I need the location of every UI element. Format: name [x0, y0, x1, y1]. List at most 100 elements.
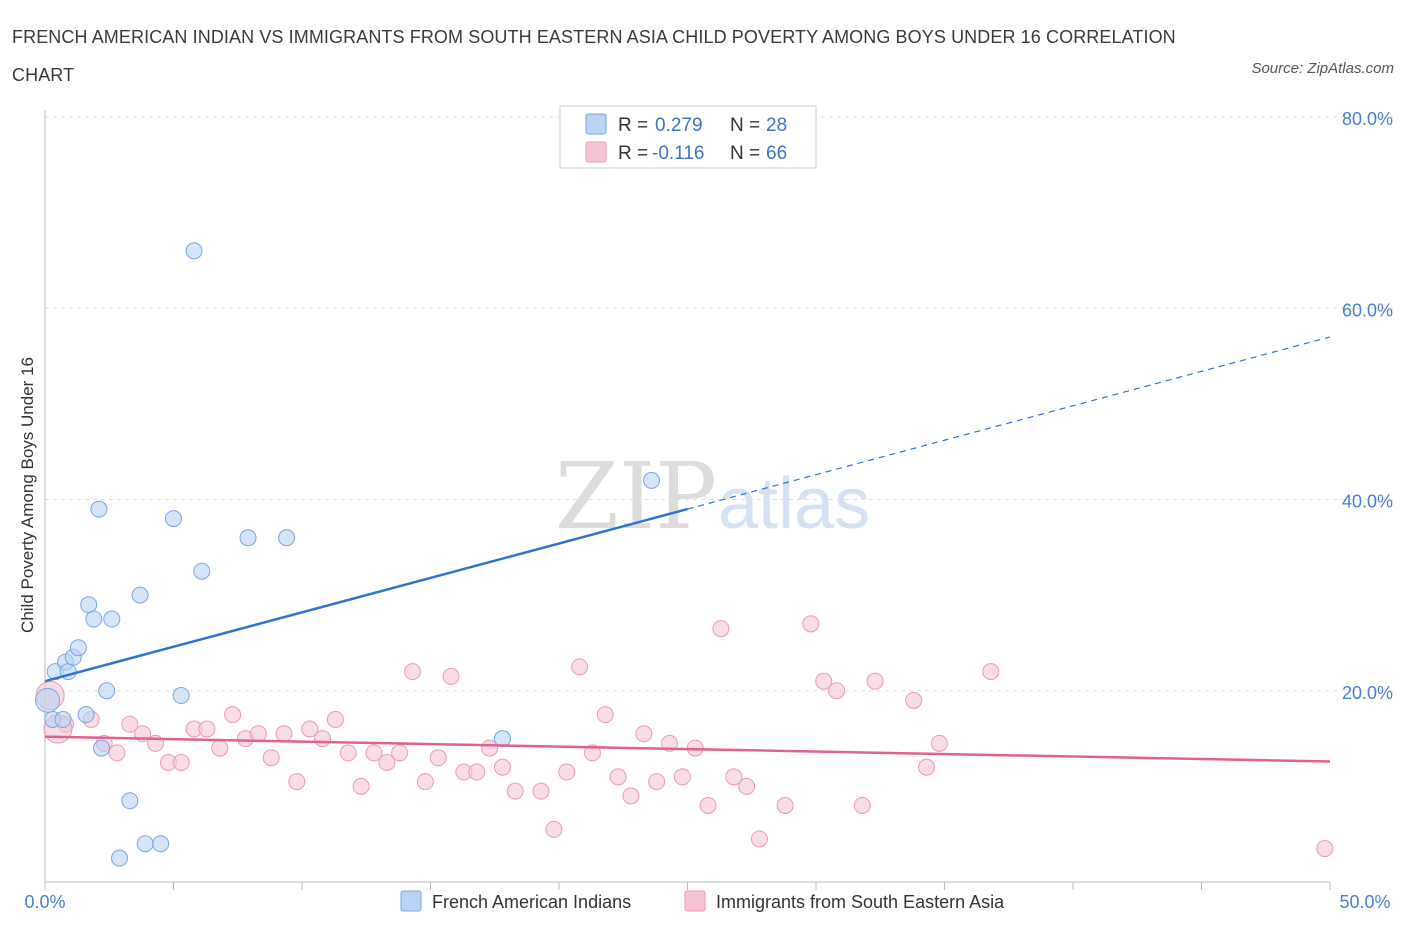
bottom-legend-swatch-pink — [684, 890, 706, 912]
pink-point-62 — [930, 734, 948, 752]
blue-point-24 — [278, 529, 296, 547]
pink-point-27 — [404, 663, 422, 681]
blue-point-11 — [90, 500, 108, 518]
pink-point-38 — [558, 763, 576, 781]
pink-point-13 — [224, 706, 242, 724]
x-tick-label-min: 0.0% — [24, 892, 65, 912]
pink-point-24 — [365, 744, 383, 762]
pink-point-22 — [339, 744, 357, 762]
bottom-legend-swatch-blue — [400, 890, 422, 912]
blue-point-17 — [131, 586, 149, 604]
pink-point-51 — [725, 768, 743, 786]
blue-point-16 — [121, 792, 139, 810]
trend-lines — [44, 336, 1331, 763]
pink-point-15 — [249, 725, 267, 743]
pink-point-63 — [982, 663, 1000, 681]
pink-point-4 — [108, 744, 126, 762]
pink-point-37 — [545, 820, 563, 838]
pink-point-35 — [506, 782, 524, 800]
y-tick-label-80: 80.0% — [1342, 109, 1393, 129]
pink-point-34 — [493, 758, 511, 776]
legend-r-value-pink: -0.116 — [652, 143, 704, 164]
pink-point-23 — [352, 777, 370, 795]
blue-point-19 — [152, 835, 170, 853]
pink-point-41 — [596, 706, 614, 724]
legend-r-value-blue: 0.279 — [655, 115, 703, 136]
blue-point-12 — [93, 739, 111, 757]
blue-point-18 — [136, 835, 154, 853]
trend-line-pink — [44, 735, 1331, 763]
pink-point-58 — [853, 797, 871, 814]
legend-n-label-blue: N = — [730, 115, 760, 136]
bottom-legend-label-blue: French American Indians — [432, 892, 631, 912]
watermark-zip: ZIP — [555, 443, 717, 550]
pink-point-46 — [661, 734, 679, 752]
pink-point-32 — [468, 763, 486, 781]
pink-point-49 — [699, 797, 717, 814]
correlation-legend: R = 0.279 N = 28 R = -0.116 N = 66 — [559, 105, 817, 169]
pink-point-9 — [172, 753, 190, 771]
pink-point-53 — [750, 830, 768, 848]
legend-r-label-pink: R = — [618, 143, 648, 164]
pink-point-19 — [301, 720, 319, 738]
pink-point-61 — [918, 758, 936, 776]
pink-point-43 — [622, 787, 640, 805]
pink-point-16 — [262, 749, 280, 767]
pink-point-50 — [712, 620, 730, 638]
watermark-atlas: atlas — [718, 464, 870, 544]
pink-point-64 — [1316, 840, 1334, 858]
blue-point-9 — [80, 596, 98, 614]
pink-point-52 — [738, 777, 756, 795]
blue-point-27 — [35, 687, 61, 713]
pink-point-25 — [378, 753, 396, 771]
blue-point-20 — [165, 510, 182, 528]
pink-point-39 — [571, 658, 589, 676]
blue-point-0 — [185, 242, 203, 260]
pink-point-17 — [275, 725, 293, 743]
legend-swatch-pink — [585, 141, 607, 163]
legend-r-label-blue: R = — [618, 115, 648, 136]
pink-point-20 — [314, 730, 332, 748]
pink-point-57 — [828, 682, 846, 700]
pink-point-44 — [635, 725, 653, 743]
pink-point-18 — [288, 773, 306, 791]
blue-point-8 — [77, 706, 95, 724]
pink-point-29 — [429, 749, 447, 767]
y-tick-label-20: 20.0% — [1342, 683, 1393, 703]
chart-title: FRENCH AMERICAN INDIAN VS IMMIGRANTS FRO… — [12, 27, 1176, 85]
pink-point-42 — [609, 768, 627, 786]
pink-point-36 — [532, 782, 550, 800]
pink-point-40 — [583, 744, 601, 762]
blue-point-10 — [85, 610, 103, 628]
legend-n-value-pink: 66 — [766, 143, 787, 164]
legend-swatch-blue — [585, 113, 607, 135]
pink-point-55 — [802, 615, 820, 633]
blue-point-23 — [239, 529, 257, 547]
y-tick-labels: 20.0% 40.0% 60.0% 80.0% — [1342, 109, 1393, 703]
y-tick-label-60: 60.0% — [1342, 300, 1393, 320]
pink-point-11 — [198, 720, 216, 738]
pink-point-56 — [815, 672, 833, 690]
pink-point-5 — [121, 715, 139, 733]
grid-lines — [45, 116, 1395, 692]
series-immigrants-se-asia — [35, 615, 1334, 858]
pink-point-12 — [211, 739, 229, 757]
x-tick-label-max: 50.0% — [1339, 892, 1390, 912]
pink-point-60 — [905, 691, 923, 709]
blue-point-22 — [193, 562, 211, 580]
blue-point-15 — [111, 849, 129, 867]
pink-point-21 — [326, 710, 344, 728]
x-axis-ticks — [44, 882, 1331, 890]
blue-point-7 — [69, 639, 87, 657]
legend-n-label-pink: N = — [730, 143, 760, 164]
trend-line-blue-extension — [687, 336, 1331, 510]
pink-point-59 — [866, 672, 884, 690]
blue-point-26 — [643, 471, 661, 489]
series-french-american-indians — [35, 242, 661, 867]
pink-point-26 — [391, 744, 409, 762]
pink-point-47 — [673, 768, 691, 786]
trend-line-blue — [44, 507, 688, 683]
source-label: Source: ZipAtlas.com — [1251, 60, 1394, 77]
pink-point-30 — [442, 667, 460, 685]
